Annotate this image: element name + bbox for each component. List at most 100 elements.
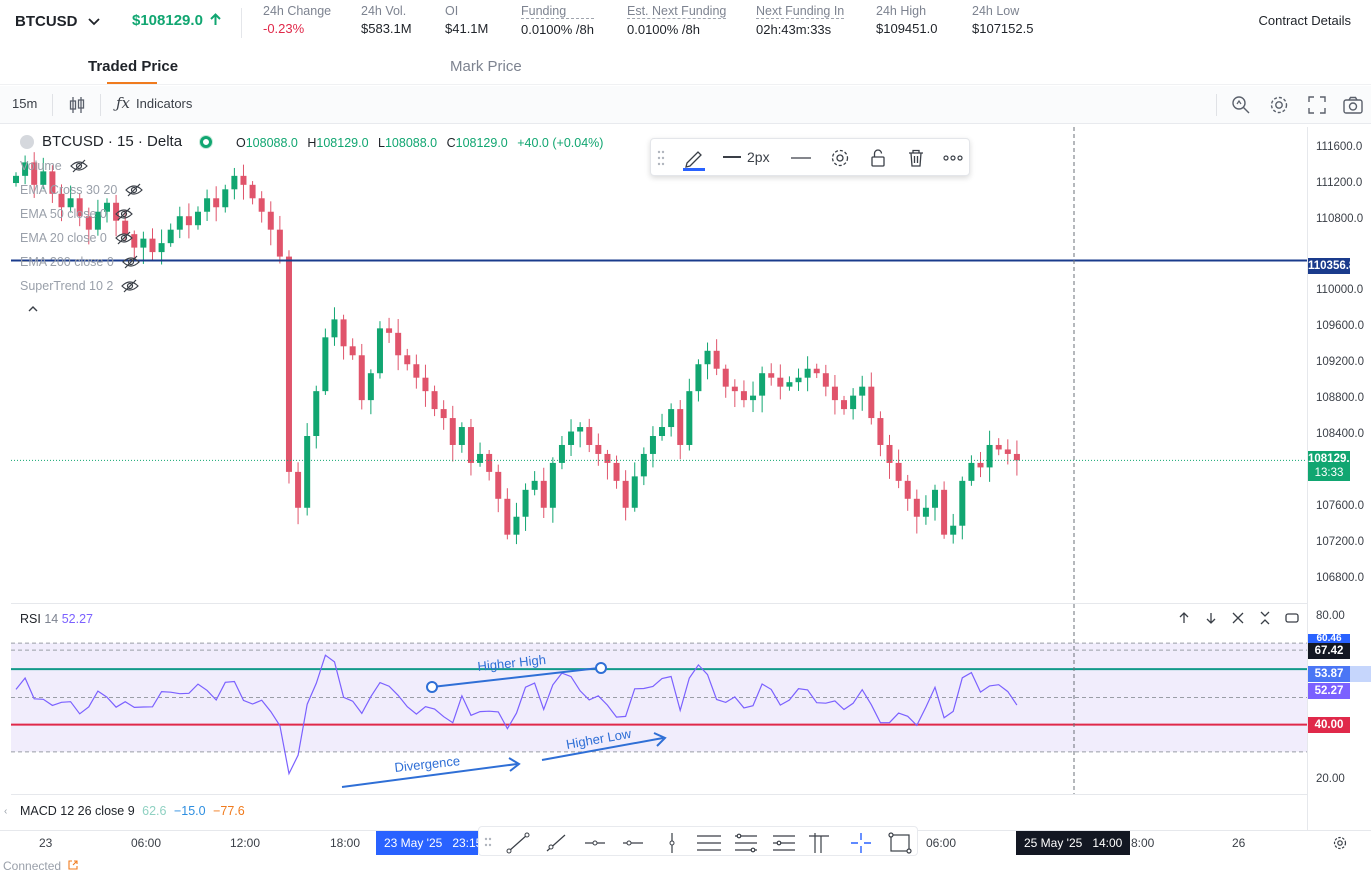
maximize-pane-icon[interactable]	[1284, 610, 1300, 626]
candle-body	[204, 198, 211, 212]
more-icon[interactable]	[941, 145, 965, 171]
pitchfork-icon[interactable]	[809, 833, 829, 853]
candle-body	[877, 418, 884, 445]
candle-body	[213, 198, 220, 208]
unlock-icon[interactable]	[865, 145, 891, 171]
price-tick: 109600.0	[1316, 320, 1364, 333]
stat-2: OI $41.1M	[445, 4, 488, 36]
candle-body	[558, 444, 565, 463]
indicators-button[interactable]: ƒx Indicators	[116, 94, 193, 112]
pane-down-icon[interactable]	[1203, 610, 1219, 626]
indicator-legend-item[interactable]: EMA Cross 30 20	[20, 183, 144, 197]
tab-mark-price[interactable]: Mark Price	[450, 58, 522, 75]
contract-details-link[interactable]: Contract Details	[1258, 13, 1351, 28]
close-icon[interactable]	[1230, 610, 1246, 626]
collapse-pane-icon[interactable]	[1257, 610, 1273, 626]
candle-body	[85, 216, 92, 230]
line-width-selector[interactable]: 2px	[723, 149, 770, 165]
candle-body	[386, 328, 393, 333]
chevron-left-icon[interactable]: ‹	[4, 806, 8, 817]
divergence-arrow	[341, 763, 518, 788]
symbol-selector[interactable]: BTCUSD	[15, 13, 100, 30]
stat-label: Est. Next Funding	[627, 4, 727, 19]
eye-hidden-icon[interactable]	[121, 279, 140, 293]
candle-body	[149, 238, 156, 253]
divider	[1216, 94, 1217, 116]
fib-retracement-icon[interactable]	[735, 833, 757, 853]
higher-high-arrow	[431, 667, 600, 688]
price-tick: 111600.0	[1316, 140, 1363, 153]
candle-body	[795, 377, 802, 383]
candle-body	[103, 202, 110, 212]
pencil-color-icon[interactable]	[681, 145, 707, 171]
candle-body	[950, 525, 957, 535]
indicator-legend-item[interactable]: EMA 50 close 0	[20, 207, 133, 221]
indicator-legend-item[interactable]: Volume	[20, 159, 88, 173]
candle-body	[740, 391, 747, 401]
eye-hidden-icon[interactable]	[115, 207, 133, 221]
collapse-legend-icon[interactable]	[26, 304, 40, 314]
external-link-icon[interactable]	[68, 860, 78, 870]
drag-handle-icon[interactable]	[657, 150, 665, 166]
candle-body	[467, 427, 474, 463]
candle-body	[804, 368, 811, 378]
indicator-legend-item[interactable]: EMA 200 close 0	[20, 255, 140, 269]
fullscreen-icon[interactable]	[1304, 92, 1330, 118]
trash-icon[interactable]	[903, 145, 929, 171]
eye-hidden-icon[interactable]	[125, 183, 144, 197]
candle-type-icon[interactable]	[64, 92, 90, 118]
horizontal-ray-icon[interactable]	[585, 840, 605, 846]
eye-hidden-icon[interactable]	[69, 159, 88, 173]
interval-selector[interactable]: 15m	[12, 96, 38, 111]
candle-body	[886, 444, 893, 463]
indicator-legend-item[interactable]: SuperTrend 10 2	[20, 279, 140, 293]
horizontal-line-icon[interactable]	[623, 840, 643, 846]
drawing-tools-bar	[478, 826, 918, 856]
eye-hidden-icon[interactable]	[115, 231, 133, 245]
parallel-channel-icon[interactable]	[697, 835, 721, 851]
stat-label: 24h Low	[972, 4, 1020, 18]
rectangle-tool-icon[interactable]	[888, 832, 912, 854]
price-chart[interactable]	[11, 127, 1307, 603]
divider	[52, 94, 53, 116]
candle-body	[540, 480, 547, 508]
ticker-header: BTCUSD $108129.0 24h Change -0.23% 24h Vol…	[0, 0, 1371, 44]
crosshair-tool-icon[interactable]	[851, 833, 871, 853]
last-price: $108129.0	[132, 12, 221, 29]
price-tick: 108400.0	[1316, 428, 1364, 440]
drag-handle-icon[interactable]	[484, 837, 492, 847]
indicator-legend-item[interactable]: EMA 20 close 0	[20, 231, 133, 245]
quick-search-icon[interactable]	[1228, 92, 1254, 118]
vertical-line-icon[interactable]	[669, 833, 675, 853]
price-tick: 109200.0	[1316, 356, 1364, 369]
rsi-badge: 67.42	[1308, 643, 1350, 659]
rsi-axis-tick: 80.00	[1316, 610, 1345, 622]
candle-body	[31, 162, 38, 185]
gear-icon[interactable]	[1266, 92, 1292, 118]
price-axis[interactable]: 111600.0 111200.0 110800.0 110000.0 109600.0…	[1307, 127, 1371, 830]
eye-hidden-icon[interactable]	[121, 255, 140, 269]
rsi-badge: 53.87	[1308, 666, 1350, 682]
ray-icon[interactable]	[546, 834, 566, 852]
candle-body	[932, 489, 939, 508]
time-tick: 06:00	[131, 836, 162, 850]
candle-body	[786, 382, 793, 387]
camera-icon[interactable]	[1340, 92, 1366, 118]
candle-body	[595, 444, 602, 454]
pane-up-icon[interactable]	[1176, 610, 1192, 626]
gear-icon[interactable]	[827, 145, 853, 171]
divider	[241, 8, 242, 38]
tab-traded-price[interactable]: Traded Price	[88, 58, 179, 75]
candle-body	[513, 516, 520, 535]
candle-body	[322, 337, 329, 392]
candle-body	[131, 234, 138, 248]
stat-value: 0.0100% /8h	[627, 22, 701, 37]
axis-settings-icon[interactable]	[1332, 835, 1348, 851]
trend-line-icon[interactable]	[506, 832, 530, 854]
candle-body	[231, 175, 238, 190]
fib-extension-icon[interactable]	[773, 835, 795, 851]
line-style-icon[interactable]	[789, 145, 813, 171]
rsi-axis-tick: 20.00	[1316, 773, 1345, 785]
rsi-badge: 52.27	[1308, 683, 1350, 699]
